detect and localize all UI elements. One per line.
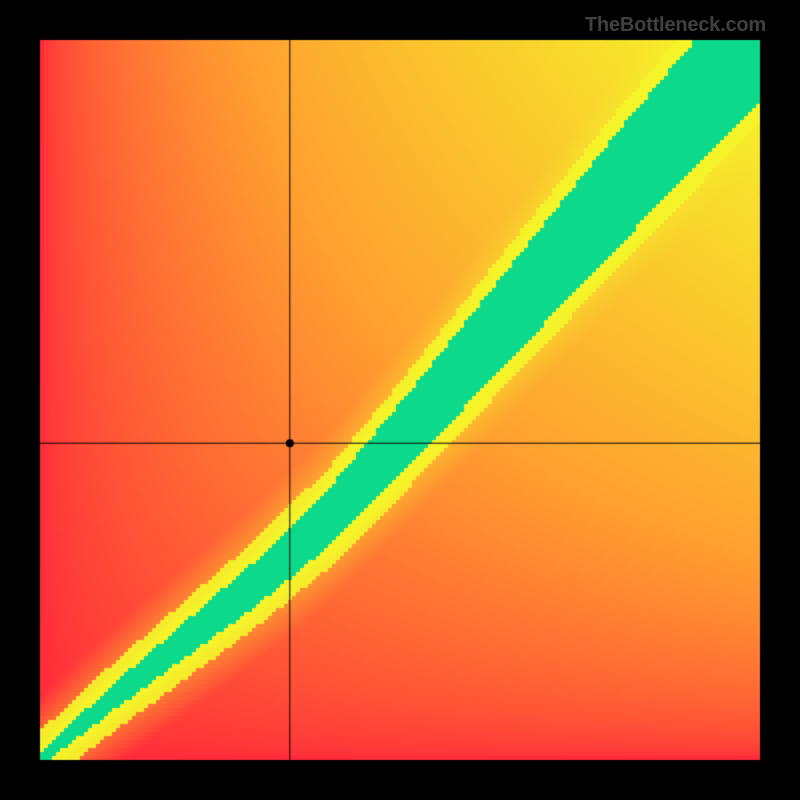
watermark-text: TheBottleneck.com [585, 14, 766, 37]
heatmap-canvas [0, 0, 800, 800]
chart-container: { "watermark": { "text": "TheBottleneck.… [0, 0, 800, 800]
